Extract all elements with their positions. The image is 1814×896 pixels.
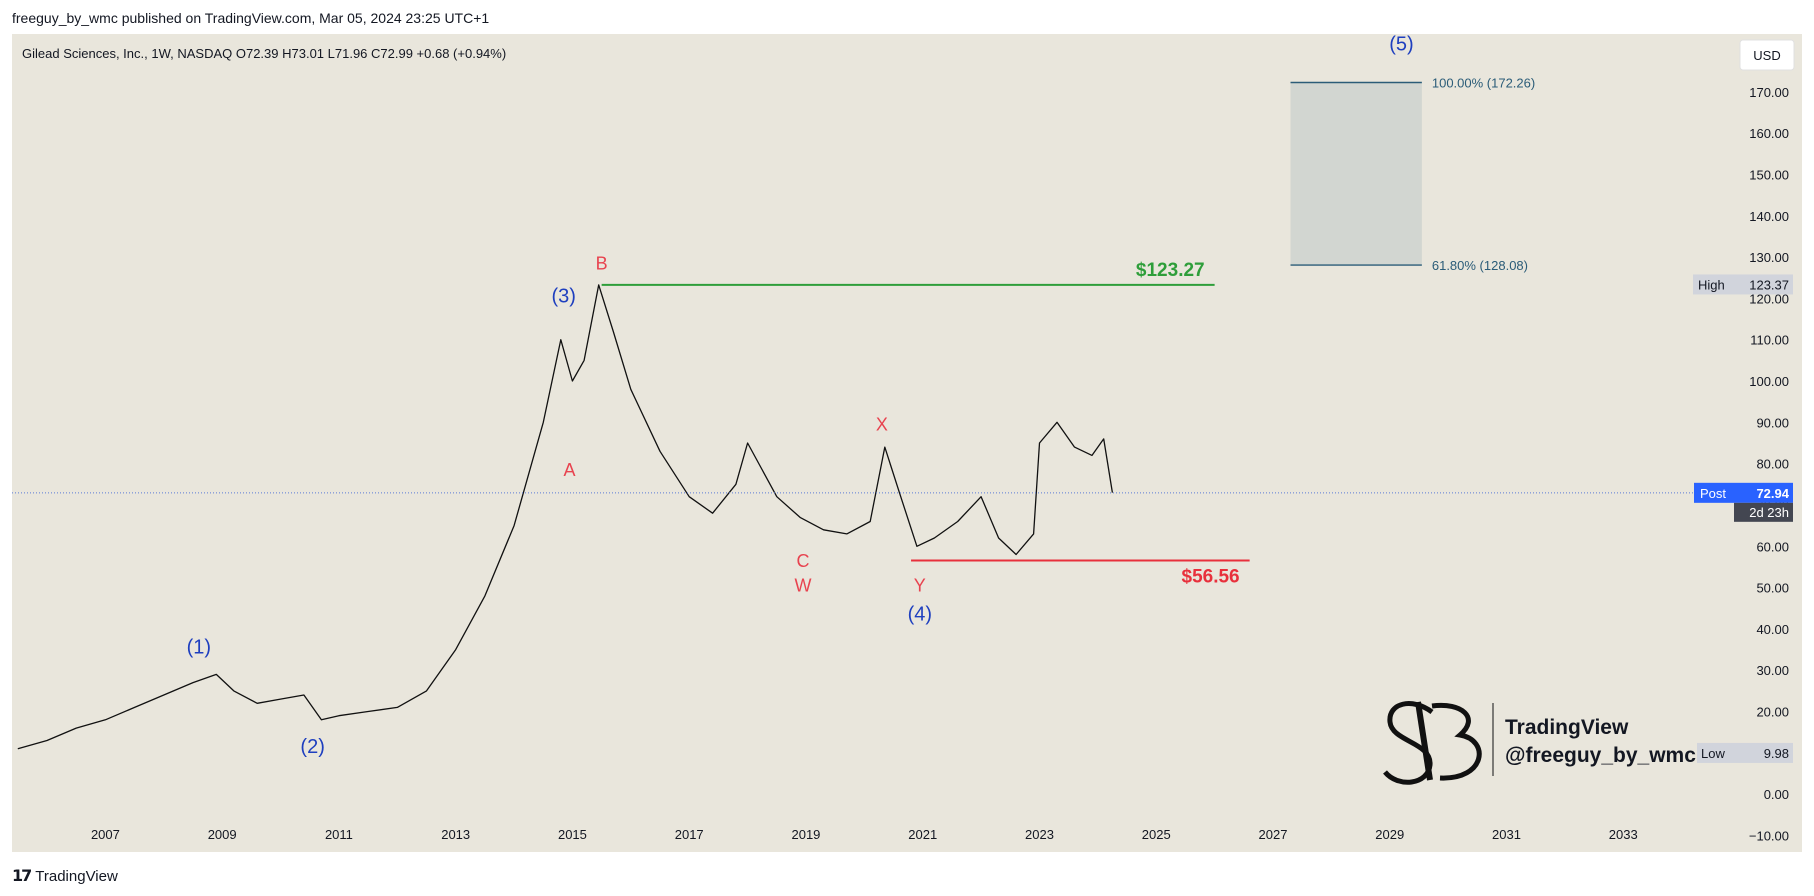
- low-badge-label: Low: [1701, 746, 1725, 761]
- y-tick-label: 40.00: [1756, 622, 1789, 637]
- high-badge-label: High: [1698, 277, 1725, 292]
- countdown-value: 2d 23h: [1749, 505, 1789, 520]
- y-tick-label: 60.00: [1756, 539, 1789, 554]
- x-tick-label: 2023: [1025, 827, 1054, 842]
- y-tick-label: 50.00: [1756, 581, 1789, 596]
- price-line: [17, 284, 1114, 750]
- post-badge: [1694, 482, 1793, 503]
- tradingview-logo[interactable]: 𝟭𝟳 TradingView: [12, 866, 118, 886]
- currency-selector[interactable]: USD: [1739, 39, 1795, 71]
- corrective-label: X: [876, 415, 888, 435]
- currency-label: USD: [1753, 48, 1780, 63]
- tradingview-logo-icon: 𝟭𝟳: [12, 868, 32, 885]
- corrective-label: B: [596, 253, 608, 273]
- fib-box: [1290, 82, 1422, 266]
- y-tick-label: 80.00: [1756, 457, 1789, 472]
- y-tick-label: 150.00: [1749, 167, 1789, 182]
- y-tick-label: 90.00: [1756, 415, 1789, 430]
- high-badge: [1693, 274, 1793, 295]
- low-badge: [1697, 742, 1793, 763]
- footer-bar: 𝟭𝟳 TradingView: [0, 852, 1814, 896]
- fib-extension-layer: 100.00% (172.26) 61.80% (128.08): [1290, 76, 1535, 273]
- low-badge-value: 9.98: [1764, 746, 1789, 761]
- watermark: TradingView @freeguy_by_wmc: [1383, 701, 1696, 785]
- corrective-label: A: [564, 460, 576, 480]
- x-tick-label: 2015: [558, 827, 587, 842]
- fib-upper-label: 100.00% (172.26): [1432, 76, 1535, 91]
- y-tick-label: 100.00: [1749, 374, 1789, 389]
- x-tick-label: 2011: [325, 827, 353, 842]
- x-tick-label: 2033: [1609, 827, 1638, 842]
- price-series-layer: [12, 284, 1705, 750]
- wave-label: (3): [551, 286, 575, 308]
- x-tick-label: 2021: [908, 827, 937, 842]
- y-tick-label: 170.00: [1749, 85, 1789, 100]
- wave-label: (1): [187, 637, 211, 659]
- wave-label: (4): [908, 604, 932, 626]
- levels-layer: $123.27 $56.56: [601, 260, 1250, 587]
- x-tick-label: 2025: [1142, 827, 1171, 842]
- wave-label: (5): [1389, 34, 1413, 56]
- tradingview-logo-text: TradingView: [35, 867, 118, 885]
- x-tick-label: 2009: [208, 827, 237, 842]
- publish-header: freeguy_by_wmc published on TradingView.…: [0, 0, 1814, 34]
- x-tick-label: 2019: [791, 827, 820, 842]
- post-badge-label: Post: [1700, 486, 1726, 501]
- resistance-label: $123.27: [1136, 260, 1205, 281]
- countdown-badge: [1734, 502, 1793, 522]
- y-tick-label: 160.00: [1749, 126, 1789, 141]
- fib-lower-label: 61.80% (128.08): [1432, 258, 1528, 273]
- price-badges-layer: High 123.37 Low 9.98 Post 72.94 2d 23h: [1693, 274, 1793, 763]
- sb-logo-icon: [1383, 701, 1482, 785]
- x-tick-label: 2027: [1259, 827, 1288, 842]
- corrective-label: W: [795, 576, 812, 596]
- y-tick-label: 140.00: [1749, 209, 1789, 224]
- chart-legend: Gilead Sciences, Inc., 1W, NASDAQ O72.39…: [22, 46, 506, 61]
- wave-labels-layer: (1) (2) (3) (4) (5) A B CW X Y: [187, 34, 1414, 758]
- y-tick-label: 20.00: [1756, 705, 1789, 720]
- x-tick-label: 2031: [1492, 827, 1521, 842]
- publish-info: freeguy_by_wmc published on TradingView.…: [12, 10, 490, 26]
- x-tick-label: 2017: [675, 827, 704, 842]
- y-tick-label: 130.00: [1749, 250, 1789, 265]
- corrective-label: C: [797, 551, 810, 571]
- x-tick-label: 2029: [1375, 827, 1404, 842]
- high-badge-value: 123.37: [1749, 277, 1789, 292]
- y-tick-label: 30.00: [1756, 663, 1789, 678]
- y-tick-label: 110.00: [1750, 333, 1789, 348]
- y-tick-label: −10.00: [1749, 828, 1789, 843]
- x-tick-label: 2013: [441, 827, 470, 842]
- last-price-value: 72.94: [1756, 486, 1789, 501]
- support-label: $56.56: [1182, 566, 1240, 587]
- x-tick-label: 2007: [91, 827, 120, 842]
- wave-label: (2): [300, 736, 324, 758]
- watermark-brand: TradingView: [1505, 716, 1629, 739]
- plot-background: [12, 34, 1802, 852]
- y-tick-label: 0.00: [1764, 787, 1789, 802]
- watermark-username: @freeguy_by_wmc: [1505, 744, 1696, 767]
- corrective-label: Y: [914, 576, 926, 596]
- y-tick-label: 120.00: [1749, 291, 1789, 306]
